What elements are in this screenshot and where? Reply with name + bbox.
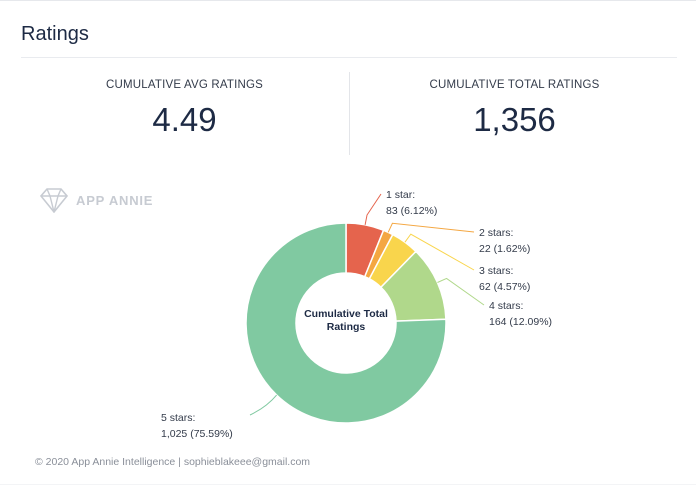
slice-label-name-3: 3 stars:	[479, 265, 513, 277]
leader-line-2	[387, 222, 475, 233]
slice-label-value-4: 164 (12.09%)	[489, 316, 552, 328]
leader-line-3	[404, 233, 475, 271]
slice-label-value-5: 1,025 (75.59%)	[161, 428, 233, 440]
leader-line-4	[437, 277, 485, 306]
card-title: Ratings	[21, 23, 89, 45]
center-label-line-1: Cumulative Total	[304, 308, 388, 320]
slice-label-value-1: 83 (6.12%)	[386, 205, 437, 217]
metric-divider	[349, 72, 350, 155]
slice-label-name-5: 5 stars:	[161, 412, 195, 424]
slice-label-value-2: 22 (1.62%)	[479, 243, 530, 255]
slice-label-value-3: 62 (4.57%)	[479, 281, 530, 293]
leader-line-1	[364, 193, 382, 225]
total-ratings-value: 1,356	[473, 101, 556, 138]
avg-ratings-value: 4.49	[152, 101, 217, 138]
avg-ratings-label: CUMULATIVE AVG RATINGS	[105, 79, 264, 91]
slice-5-star[interactable]	[245, 222, 447, 424]
diamond-logo-icon	[40, 188, 68, 213]
total-ratings-label: CUMULATIVE TOTAL RATINGS	[429, 79, 600, 91]
watermark-text: APP ANNIE	[76, 192, 154, 208]
title-divider	[21, 57, 677, 58]
slice-label-name-1: 1 star:	[386, 189, 415, 201]
slice-label-name-2: 2 stars:	[479, 227, 513, 239]
total-ratings-metric: CUMULATIVE TOTAL RATINGS 1,356	[350, 79, 679, 139]
footer-copyright: © 2020 App Annie Intelligence | sophiebl…	[35, 456, 311, 468]
leader-line-5	[249, 394, 277, 416]
center-label-line-2: Ratings	[327, 321, 366, 333]
avg-ratings-metric: CUMULATIVE AVG RATINGS 4.49	[20, 79, 349, 139]
app-annie-watermark: APP ANNIE	[40, 187, 153, 213]
slice-label-name-4: 4 stars:	[489, 300, 523, 312]
